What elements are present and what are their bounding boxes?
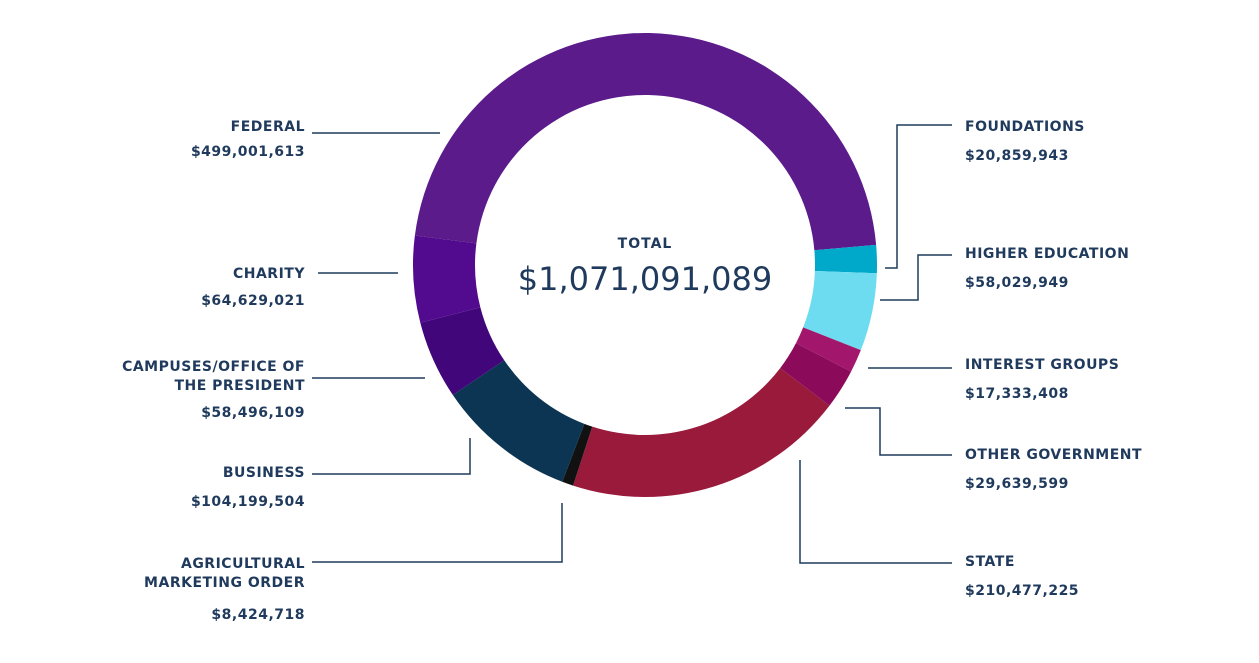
leader-line bbox=[885, 124, 952, 269]
total-value: $1,071,091,089 bbox=[517, 260, 773, 298]
leader-line bbox=[845, 407, 952, 456]
value-label: $58,496,109 bbox=[201, 405, 305, 421]
value-label: $499,001,613 bbox=[190, 144, 305, 160]
leader-line bbox=[312, 503, 563, 563]
category-label: INTEREST GROUPS bbox=[965, 357, 1120, 373]
leader-line bbox=[312, 438, 471, 475]
donut-segment bbox=[803, 271, 877, 351]
category-label: BUSINESS bbox=[222, 465, 305, 481]
value-label: $17,333,408 bbox=[965, 386, 1069, 402]
donut-segment bbox=[573, 368, 830, 497]
category-label: FOUNDATIONS bbox=[965, 119, 1085, 135]
category-label: CHARITY bbox=[232, 266, 305, 282]
total-title: TOTAL bbox=[617, 236, 673, 252]
donut-segment bbox=[414, 33, 877, 251]
donut-segment bbox=[412, 235, 481, 323]
value-label: $58,029,949 bbox=[965, 275, 1069, 291]
category-label: FEDERAL bbox=[230, 119, 305, 135]
donut-segment bbox=[562, 423, 593, 486]
category-label: CAMPUSES/OFFICE OF THE PRESIDENT bbox=[122, 359, 305, 394]
category-label: AGRICULTURAL MARKETING ORDER bbox=[144, 556, 305, 591]
donut-segment bbox=[795, 327, 861, 372]
value-label: $64,629,021 bbox=[201, 293, 305, 309]
value-label: $210,477,225 bbox=[965, 583, 1080, 599]
leader-line bbox=[799, 460, 952, 564]
value-label: $29,639,599 bbox=[965, 476, 1069, 492]
donut-segment bbox=[452, 360, 585, 482]
donut-segment bbox=[780, 343, 852, 406]
value-label: $104,199,504 bbox=[190, 494, 305, 510]
category-label: OTHER GOVERNMENT bbox=[965, 447, 1143, 463]
category-label: HIGHER EDUCATION bbox=[965, 246, 1130, 262]
category-label: STATE bbox=[965, 554, 1015, 570]
donut-segment bbox=[420, 307, 505, 396]
donut-segment bbox=[814, 244, 878, 274]
value-label: $8,424,718 bbox=[211, 607, 305, 623]
leader-line bbox=[880, 254, 952, 301]
value-label: $20,859,943 bbox=[965, 148, 1069, 164]
